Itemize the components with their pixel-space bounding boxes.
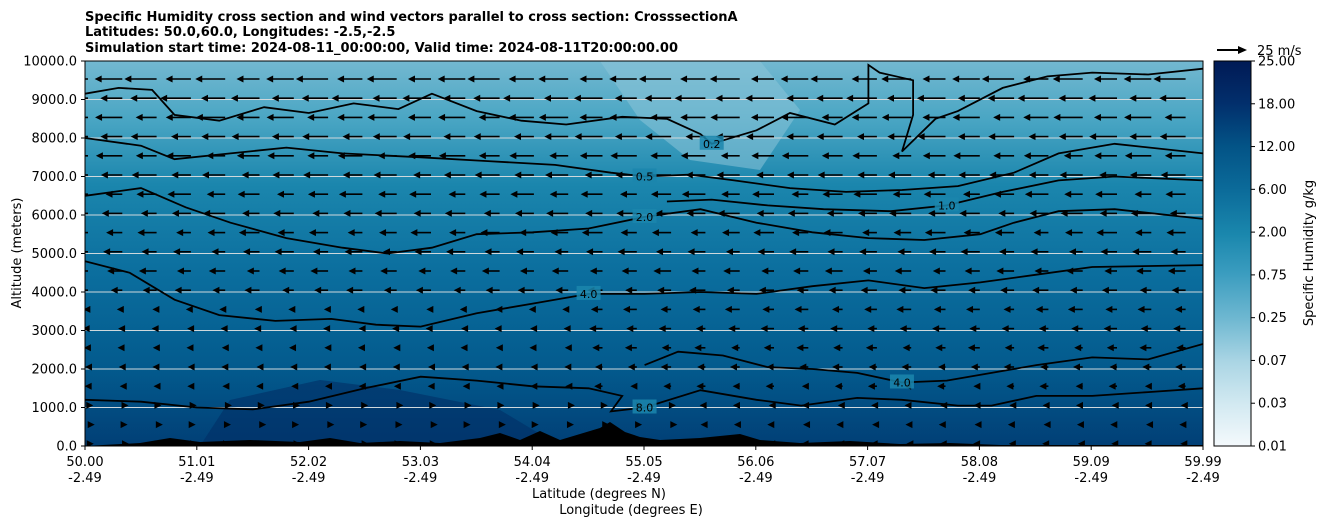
x-tick-label-lat: 55.05	[625, 455, 662, 470]
title-line-2: Latitudes: 50.0,60.0, Longitudes: -2.5,-…	[85, 25, 395, 40]
title-line-3: Simulation start time: 2024-08-11_00:00:…	[85, 41, 678, 56]
y-tick-label: 9000.0	[32, 93, 78, 108]
quiver-key: 25 m/s	[1217, 44, 1302, 59]
x-tick-label-lat: 53.03	[402, 455, 439, 470]
x-tick-label-lon: -2.49	[1074, 471, 1108, 486]
wind-arrow-head	[65, 114, 72, 121]
colorbar-tick-label: 6.00	[1258, 183, 1287, 198]
wind-arrow-head	[66, 191, 73, 198]
x-tick-label-lon: -2.49	[68, 471, 102, 486]
contour-label: 0.5	[636, 171, 654, 184]
colorbar-tick-label: 12.00	[1258, 140, 1295, 155]
colorbar-ticks: 0.010.030.070.250.752.006.0012.0018.0025…	[1251, 55, 1295, 455]
colorbar-tick-label: 0.07	[1258, 354, 1287, 369]
y-tick-label: 2000.0	[32, 363, 78, 378]
y-tick-label: 5000.0	[32, 247, 78, 262]
x-tick-label-lat: 51.01	[178, 455, 215, 470]
x-tick-label-lat: 56.06	[737, 455, 774, 470]
colorbar-tick-label: 18.00	[1258, 97, 1295, 112]
colorbar-tick-label: 2.00	[1258, 226, 1287, 241]
colorbar-label: Specific Humidity g/kg	[1302, 180, 1317, 326]
plot-area: 0.2 0.5 1.0 2.0 4.0 4.0 8.0	[59, 61, 1203, 447]
x-tick-label-lat: 57.07	[849, 455, 886, 470]
y-tick-label: 8000.0	[32, 132, 78, 147]
y-axis: 0.0 1000.0 2000.0 3000.0 4000.0 5000.0 6000.0 7…	[23, 55, 85, 455]
wind-arrow-head	[67, 229, 74, 236]
quiver-key-arrowhead	[1238, 46, 1247, 54]
x-tick-label-lon: -2.49	[404, 471, 438, 486]
x-tick-label-lon: -2.49	[180, 471, 214, 486]
colorbar-tick-label: 0.75	[1258, 268, 1287, 283]
wind-arrow-head	[65, 152, 72, 159]
contour-label: 8.0	[636, 402, 654, 415]
x-tick-label-lon: -2.49	[1186, 471, 1220, 486]
y-tick-label: 10000.0	[23, 55, 77, 70]
x-tick-label-lat: 59.99	[1184, 455, 1221, 470]
colorbar-tick-label: 0.03	[1258, 397, 1287, 412]
figure: Specific Humidity cross section and wind…	[0, 0, 1326, 526]
x-tick-label-lat: 54.04	[514, 455, 551, 470]
x-tick-label-lon: -2.49	[963, 471, 997, 486]
y-tick-label: 1000.0	[32, 401, 78, 416]
colorbar-tick-label: 0.01	[1258, 440, 1287, 455]
y-tick-label: 7000.0	[32, 170, 78, 185]
title-line-1: Specific Humidity cross section and wind…	[85, 10, 738, 25]
y-tick-label: 4000.0	[32, 286, 78, 301]
x-tick-label-lon: -2.49	[515, 471, 549, 486]
x-axis-label-lat: Latitude (degrees N)	[532, 487, 666, 502]
x-tick-label-lat: 59.09	[1073, 455, 1110, 470]
x-axis: 50.00-2.4951.01-2.4952.02-2.4953.03-2.49…	[66, 446, 1221, 486]
y-axis-label: Altitude (meters)	[10, 198, 25, 309]
title-block: Specific Humidity cross section and wind…	[85, 10, 738, 56]
y-tick-label: 6000.0	[32, 209, 78, 224]
contour-label: 2.0	[636, 211, 654, 224]
x-tick-label-lon: -2.49	[851, 471, 885, 486]
wind-arrow-head	[75, 268, 82, 275]
x-tick-label-lat: 52.02	[290, 455, 327, 470]
y-tick-label: 0.0	[56, 440, 77, 455]
x-tick-label-lat: 58.08	[961, 455, 998, 470]
y-tick-label: 3000.0	[32, 324, 78, 339]
quiver-key-label: 25 m/s	[1257, 44, 1302, 59]
x-tick-label-lon: -2.49	[739, 471, 773, 486]
colorbar-fill	[1214, 61, 1251, 446]
x-axis-label-lon: Longitude (degrees E)	[559, 503, 703, 518]
colorbar-tick-label: 0.25	[1258, 311, 1287, 326]
x-tick-label-lon: -2.49	[627, 471, 661, 486]
wind-arrow-head	[65, 76, 72, 83]
colorbar: 0.010.030.070.250.752.006.0012.0018.0025…	[1214, 55, 1317, 455]
x-tick-label-lat: 50.00	[66, 455, 103, 470]
x-tick-label-lon: -2.49	[292, 471, 326, 486]
contour-label: 0.2	[703, 138, 721, 151]
contour-label: 4.0	[893, 376, 911, 389]
contour-label: 1.0	[938, 199, 956, 212]
contour-label: 4.0	[580, 288, 598, 301]
